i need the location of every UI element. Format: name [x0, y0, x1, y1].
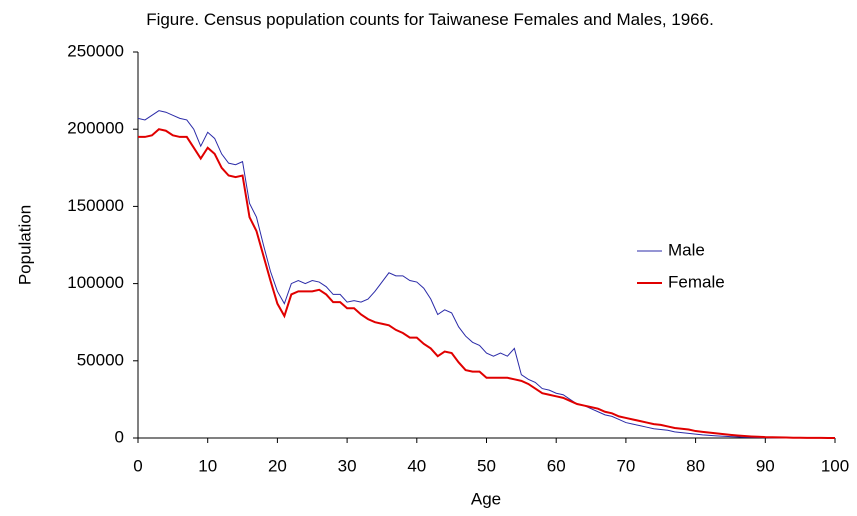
legend-label: Female	[668, 272, 725, 291]
x-tick-label: 70	[616, 456, 635, 475]
x-tick-label: 40	[407, 456, 426, 475]
legend-label: Male	[668, 240, 705, 259]
x-tick-label: 80	[686, 456, 705, 475]
y-tick-label: 0	[115, 427, 124, 446]
x-tick-label: 90	[756, 456, 775, 475]
chart-title: Figure. Census population counts for Tai…	[146, 10, 714, 29]
x-tick-label: 10	[198, 456, 217, 475]
x-tick-label: 30	[338, 456, 357, 475]
y-tick-label: 200000	[67, 119, 124, 138]
x-tick-label: 20	[268, 456, 287, 475]
y-axis-label: Population	[15, 205, 34, 285]
y-tick-label: 50000	[77, 350, 124, 369]
line-series	[138, 128, 836, 439]
y-tick-label: 150000	[67, 196, 124, 215]
line-series	[137, 110, 835, 439]
x-tick-label: 100	[821, 456, 849, 475]
x-tick-label: 60	[547, 456, 566, 475]
x-tick-label: 0	[133, 456, 142, 475]
y-tick-label: 250000	[67, 41, 124, 60]
x-tick-label: 50	[477, 456, 496, 475]
x-axis-label: Age	[471, 489, 501, 508]
y-tick-label: 100000	[67, 273, 124, 292]
